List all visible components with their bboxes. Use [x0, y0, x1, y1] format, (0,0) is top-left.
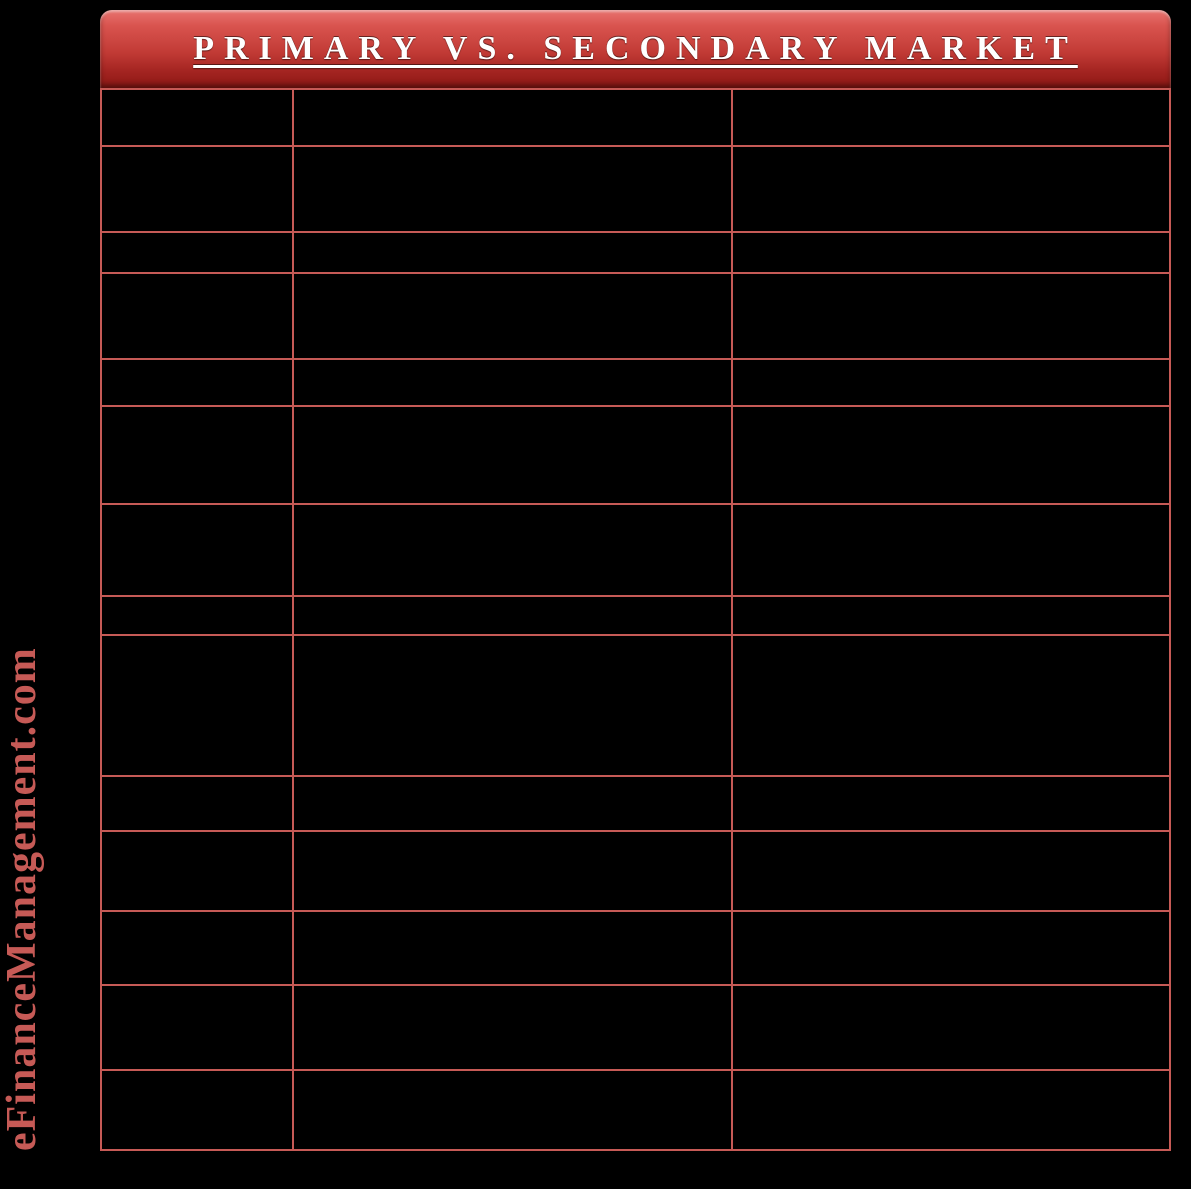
table-cell [101, 232, 293, 273]
table-cell [732, 911, 1170, 985]
table-cell [101, 776, 293, 831]
table-cell [101, 359, 293, 406]
comparison-table-wrap [100, 88, 1171, 1151]
table-cell [293, 776, 731, 831]
table-row [101, 776, 1170, 831]
table-cell [293, 89, 731, 146]
table-cell [293, 406, 731, 504]
table-cell [732, 985, 1170, 1069]
table-cell [101, 406, 293, 504]
table-cell [101, 635, 293, 776]
table-cell [732, 89, 1170, 146]
table-cell [732, 831, 1170, 911]
table-cell [732, 504, 1170, 596]
table-cell [732, 406, 1170, 504]
table-cell [732, 776, 1170, 831]
table-row [101, 504, 1170, 596]
table-cell [101, 89, 293, 146]
table-cell [293, 1070, 731, 1150]
table-cell [732, 146, 1170, 232]
comparison-table-body [101, 89, 1170, 1150]
table-cell [732, 1070, 1170, 1150]
table-cell [293, 596, 731, 635]
table-cell [732, 232, 1170, 273]
table-cell [293, 635, 731, 776]
table-cell [293, 985, 731, 1069]
table-cell [101, 146, 293, 232]
table-row [101, 359, 1170, 406]
table-cell [293, 146, 731, 232]
table-cell [101, 273, 293, 359]
table-cell [101, 1070, 293, 1150]
table-row [101, 406, 1170, 504]
comparison-table [100, 88, 1171, 1151]
table-row [101, 146, 1170, 232]
table-cell [101, 596, 293, 635]
title-bar: PRIMARY VS. SECONDARY MARKET [100, 10, 1171, 88]
table-cell [101, 911, 293, 985]
table-row [101, 596, 1170, 635]
table-cell [293, 911, 731, 985]
sidebar-brand-text: eFinanceManagement.com [0, 647, 46, 1151]
table-cell [293, 273, 731, 359]
table-row [101, 985, 1170, 1069]
table-row [101, 1070, 1170, 1150]
page-title: PRIMARY VS. SECONDARY MARKET [193, 30, 1078, 68]
table-row [101, 831, 1170, 911]
table-cell [293, 831, 731, 911]
table-cell [101, 831, 293, 911]
table-row [101, 911, 1170, 985]
table-cell [293, 232, 731, 273]
sidebar-brand-label: eFinanceManagement.com [0, 647, 45, 1151]
table-cell [101, 985, 293, 1069]
table-row [101, 273, 1170, 359]
table-cell [732, 635, 1170, 776]
table-cell [293, 504, 731, 596]
table-cell [293, 359, 731, 406]
table-row [101, 635, 1170, 776]
table-cell [101, 504, 293, 596]
table-row [101, 89, 1170, 146]
table-cell [732, 273, 1170, 359]
table-row [101, 232, 1170, 273]
table-cell [732, 359, 1170, 406]
table-cell [732, 596, 1170, 635]
